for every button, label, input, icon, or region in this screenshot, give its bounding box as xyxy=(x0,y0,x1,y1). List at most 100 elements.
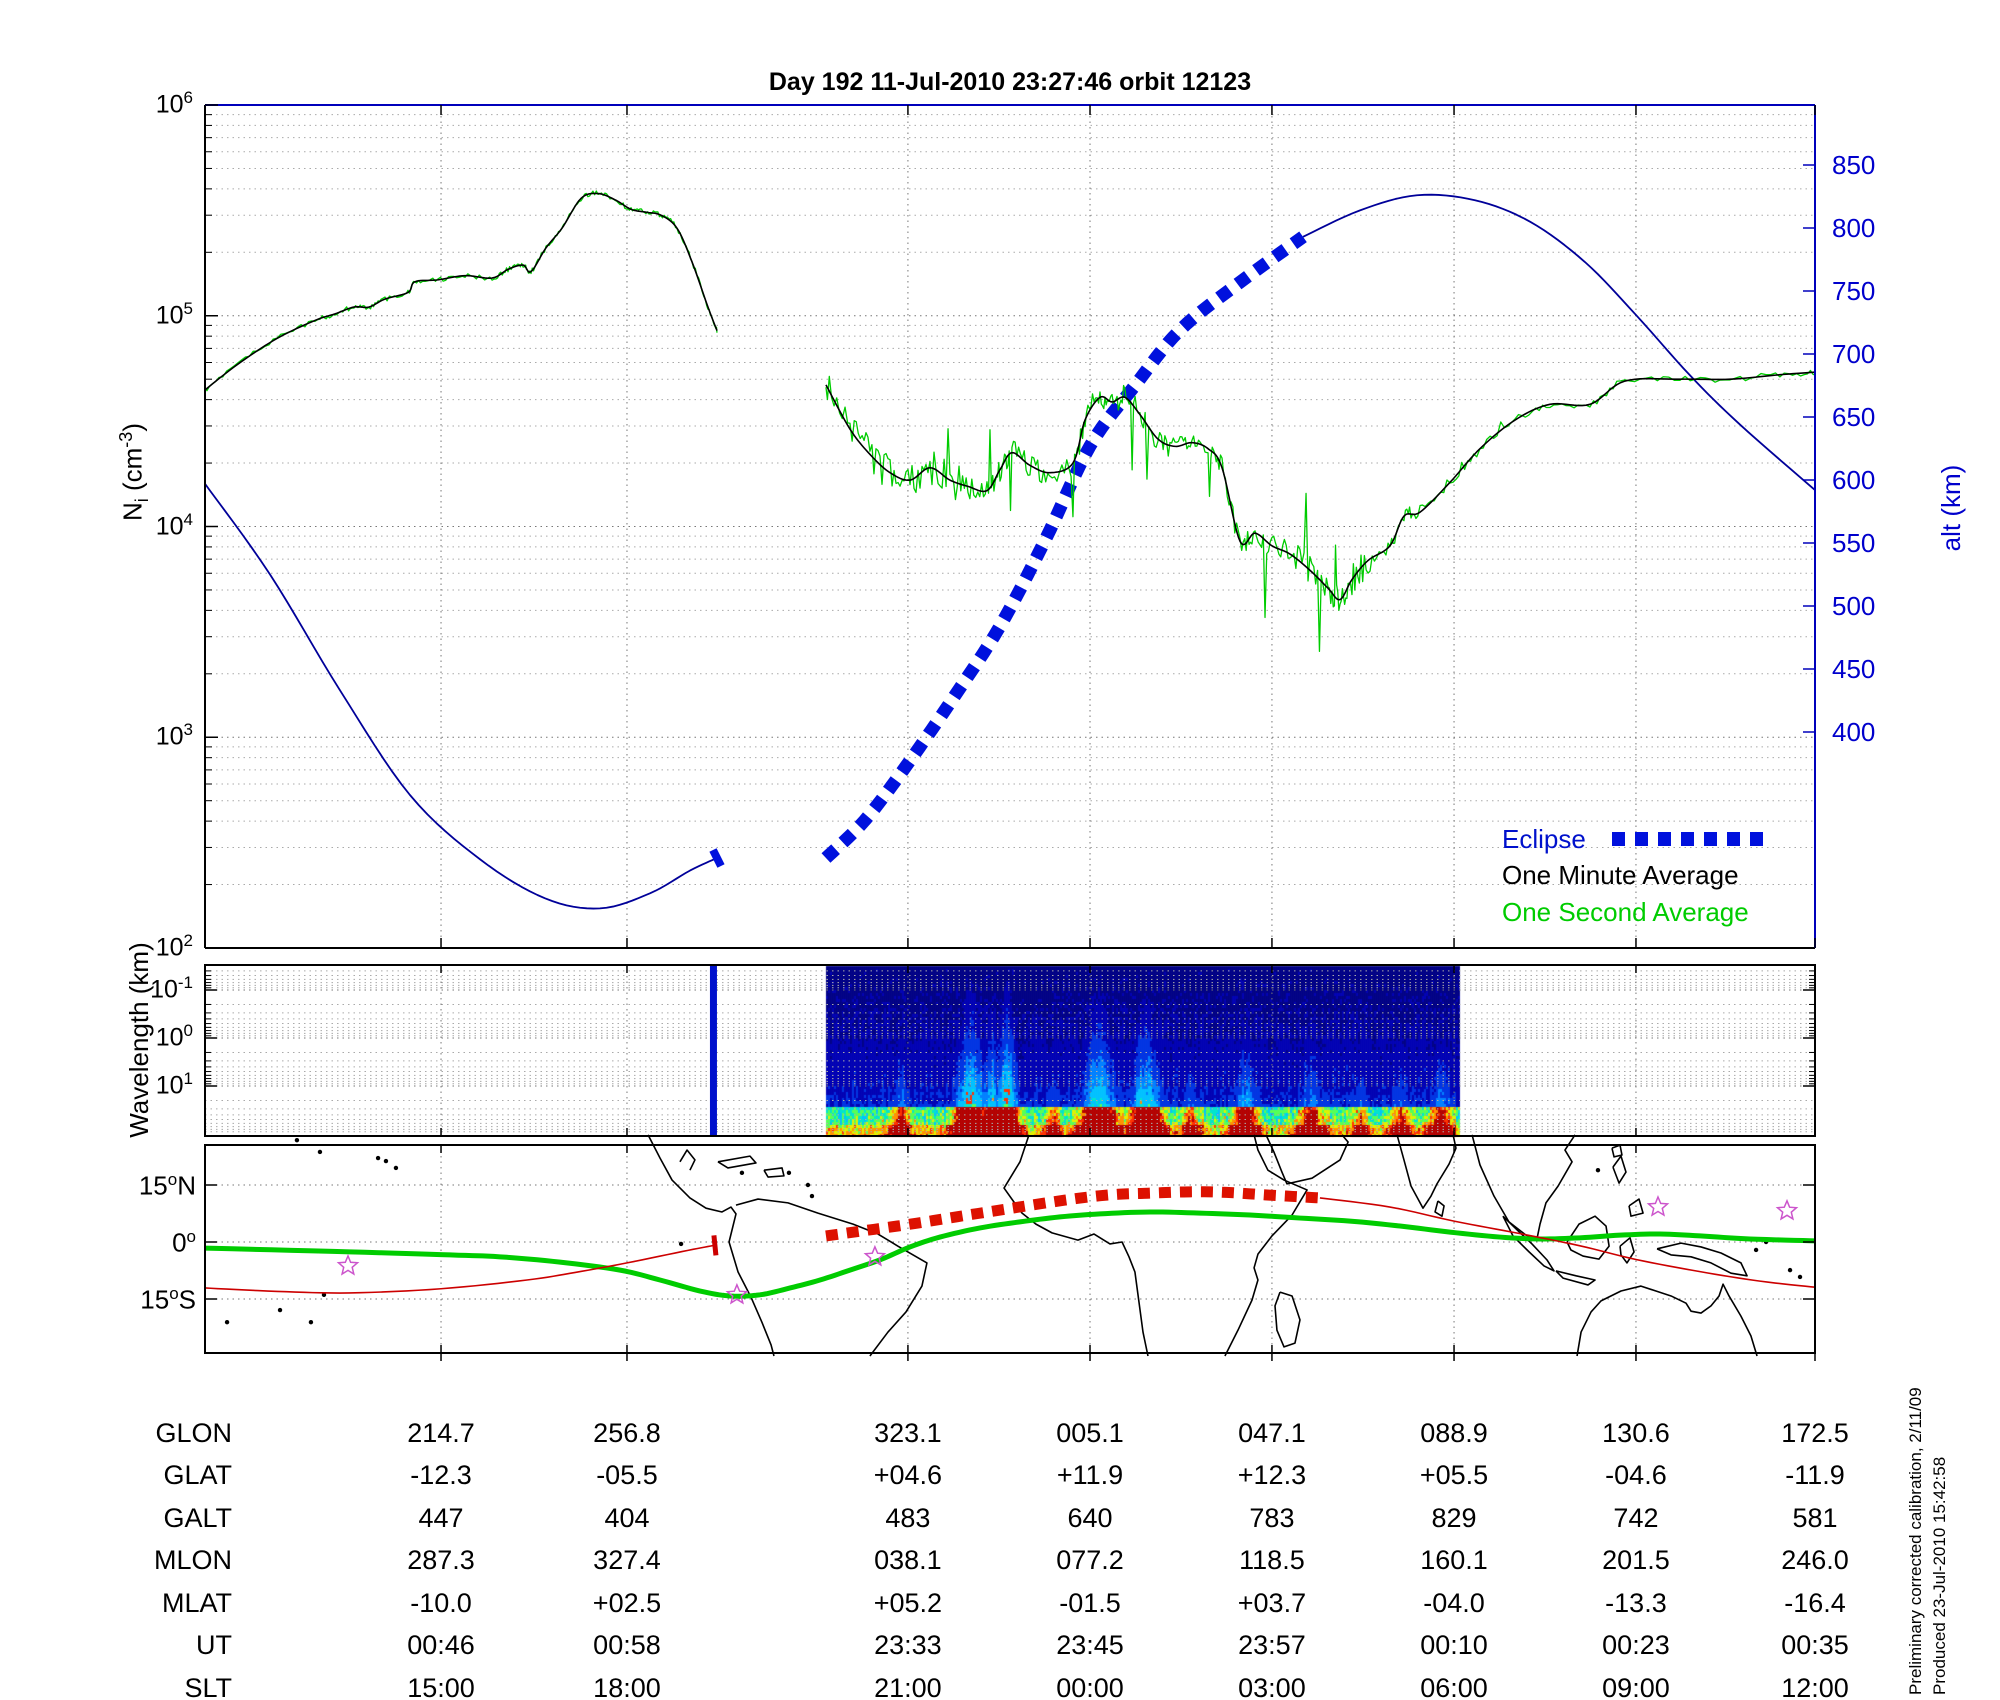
eclipse-dashed-curve xyxy=(709,231,1307,868)
ground-track-line xyxy=(204,1197,1816,1294)
table-cell-mlon-1: 327.4 xyxy=(593,1545,661,1575)
table-cell-glon-5: 088.9 xyxy=(1420,1418,1488,1448)
table-cell-mlon-5: 160.1 xyxy=(1420,1545,1488,1575)
table-cell-mlon-0: 287.3 xyxy=(407,1545,475,1575)
density-ytick-label: 102 xyxy=(155,931,193,962)
table-cell-galt-5: 829 xyxy=(1431,1503,1477,1533)
table-cell-glat-1: -05.5 xyxy=(596,1460,658,1490)
one-minute-average-curve xyxy=(204,192,1816,601)
density-ytick-label: 104 xyxy=(155,509,193,540)
table-cell-mlat-1: +02.5 xyxy=(592,1588,662,1618)
map-star-markers xyxy=(336,1195,1799,1305)
table-cell-ut-2: 23:33 xyxy=(874,1630,942,1660)
table-cell-slt-0: 15:00 xyxy=(407,1673,475,1700)
wavelength-ytick-label: 101 xyxy=(155,1069,193,1100)
table-cell-mlat-2: +05.2 xyxy=(873,1588,943,1618)
table-cell-galt-7: 581 xyxy=(1792,1503,1838,1533)
table-cell-galt-4: 783 xyxy=(1249,1503,1295,1533)
table-row-label-slt: SLT xyxy=(184,1673,232,1700)
magnetic-equator-line xyxy=(204,1209,1816,1299)
legend-eclipse-label: Eclipse xyxy=(1502,824,1586,854)
panel-borders xyxy=(204,104,1816,1354)
alt-ytick-label: 850 xyxy=(1832,150,1876,180)
table-cell-slt-6: 09:00 xyxy=(1602,1673,1670,1700)
map-lat-label: 15oN xyxy=(138,1170,196,1201)
table-cell-mlon-4: 118.5 xyxy=(1239,1545,1305,1575)
table-cell-galt-3: 640 xyxy=(1067,1503,1113,1533)
table-cell-mlat-7: -16.4 xyxy=(1784,1588,1846,1618)
table-row-label-ut: UT xyxy=(196,1630,232,1660)
table-cell-glon-4: 047.1 xyxy=(1238,1418,1306,1448)
table-cell-mlon-7: 246.0 xyxy=(1781,1545,1849,1575)
alt-ytick-label: 700 xyxy=(1832,339,1876,369)
density-ytick-label: 106 xyxy=(155,88,193,119)
table-cell-mlat-3: -01.5 xyxy=(1059,1588,1121,1618)
table-cell-ut-1: 00:58 xyxy=(593,1630,661,1660)
table-cell-slt-1: 18:00 xyxy=(593,1673,661,1700)
legend-one-minute-label: One Minute Average xyxy=(1502,860,1739,890)
table-row-label-mlat: MLAT xyxy=(161,1588,232,1618)
table-cell-mlat-4: +03.7 xyxy=(1237,1588,1307,1618)
table-cell-ut-4: 23:57 xyxy=(1238,1630,1306,1660)
table-cell-galt-0: 447 xyxy=(418,1503,464,1533)
table-cell-ut-3: 23:45 xyxy=(1056,1630,1124,1660)
table-cell-glon-1: 256.8 xyxy=(593,1418,661,1448)
density-axis-label: Ni (cm-3) xyxy=(116,423,152,522)
table-cell-glat-7: -11.9 xyxy=(1785,1460,1845,1490)
map-lat-label: 0o xyxy=(172,1227,196,1258)
table-cell-galt-2: 483 xyxy=(885,1503,931,1533)
table-cell-ut-7: 00:35 xyxy=(1781,1630,1849,1660)
table-row-label-glat: GLAT xyxy=(163,1460,232,1490)
table-cell-glat-5: +05.5 xyxy=(1419,1460,1489,1490)
axis-ticks xyxy=(205,104,1816,1361)
table-cell-glat-3: +11.9 xyxy=(1056,1460,1124,1490)
one-second-average-curve xyxy=(204,190,1816,653)
alt-ytick-label: 450 xyxy=(1832,654,1876,684)
table-cell-ut-6: 00:23 xyxy=(1602,1630,1670,1660)
table-cell-slt-3: 00:00 xyxy=(1056,1673,1124,1700)
table-cell-mlat-0: -10.0 xyxy=(410,1588,472,1618)
footer-calibration-note: Preliminary corrected calibration, 2/11/… xyxy=(1906,1387,1925,1695)
spectrogram-data-stripe xyxy=(709,966,717,1135)
table-cell-mlat-6: -13.3 xyxy=(1605,1588,1667,1618)
alt-ytick-label: 600 xyxy=(1832,465,1876,495)
ground-track-end-marker xyxy=(711,1235,719,1256)
footer-produced-note: Produced 23-Jul-2010 15:42:58 xyxy=(1930,1456,1949,1695)
table-cell-mlon-6: 201.5 xyxy=(1602,1545,1670,1575)
gridlines xyxy=(205,105,1816,1353)
table-cell-glon-6: 130.6 xyxy=(1602,1418,1670,1448)
legend-one-second-label: One Second Average xyxy=(1502,897,1749,927)
spectrogram-stripe xyxy=(709,966,717,1135)
wavelength-ytick-label: 100 xyxy=(155,1021,193,1052)
alt-ytick-label: 500 xyxy=(1832,591,1876,621)
alt-ytick-label: 650 xyxy=(1832,402,1876,432)
table-cell-slt-2: 21:00 xyxy=(874,1673,942,1700)
table-row-label-mlon: MLON xyxy=(153,1545,232,1575)
table-row-label-glon: GLON xyxy=(155,1418,232,1448)
table-cell-glon-2: 323.1 xyxy=(874,1418,942,1448)
table-cell-mlon-2: 038.1 xyxy=(874,1545,942,1575)
table-cell-glat-0: -12.3 xyxy=(410,1460,472,1490)
table-cell-glon-3: 005.1 xyxy=(1056,1418,1124,1448)
table-cell-glat-2: +04.6 xyxy=(873,1460,943,1490)
alt-ytick-label: 550 xyxy=(1832,528,1876,558)
density-ytick-label: 103 xyxy=(155,720,193,751)
plot-title: Day 192 11-Jul-2010 23:27:46 orbit 12123 xyxy=(768,68,1252,96)
alt-ytick-label: 750 xyxy=(1832,276,1876,306)
alt-ytick-label: 800 xyxy=(1832,213,1876,243)
table-cell-glon-7: 172.5 xyxy=(1781,1418,1849,1448)
table-cell-slt-4: 03:00 xyxy=(1238,1673,1306,1700)
ground-track-eclipse-dashes xyxy=(825,1186,1322,1242)
map-lat-label: 15oS xyxy=(140,1284,196,1315)
alt-ytick-label: 400 xyxy=(1832,717,1876,747)
table-cell-slt-5: 06:00 xyxy=(1420,1673,1488,1700)
wavelength-ytick-label: 10-1 xyxy=(150,973,193,1004)
table-cell-ut-0: 00:46 xyxy=(407,1630,475,1660)
table-cell-mlon-3: 077.2 xyxy=(1056,1545,1124,1575)
table-cell-mlat-5: -04.0 xyxy=(1423,1588,1485,1618)
alt-axis-label: alt (km) xyxy=(1936,464,1966,552)
table-cell-galt-1: 404 xyxy=(604,1503,650,1533)
table-cell-slt-7: 12:00 xyxy=(1781,1673,1849,1700)
